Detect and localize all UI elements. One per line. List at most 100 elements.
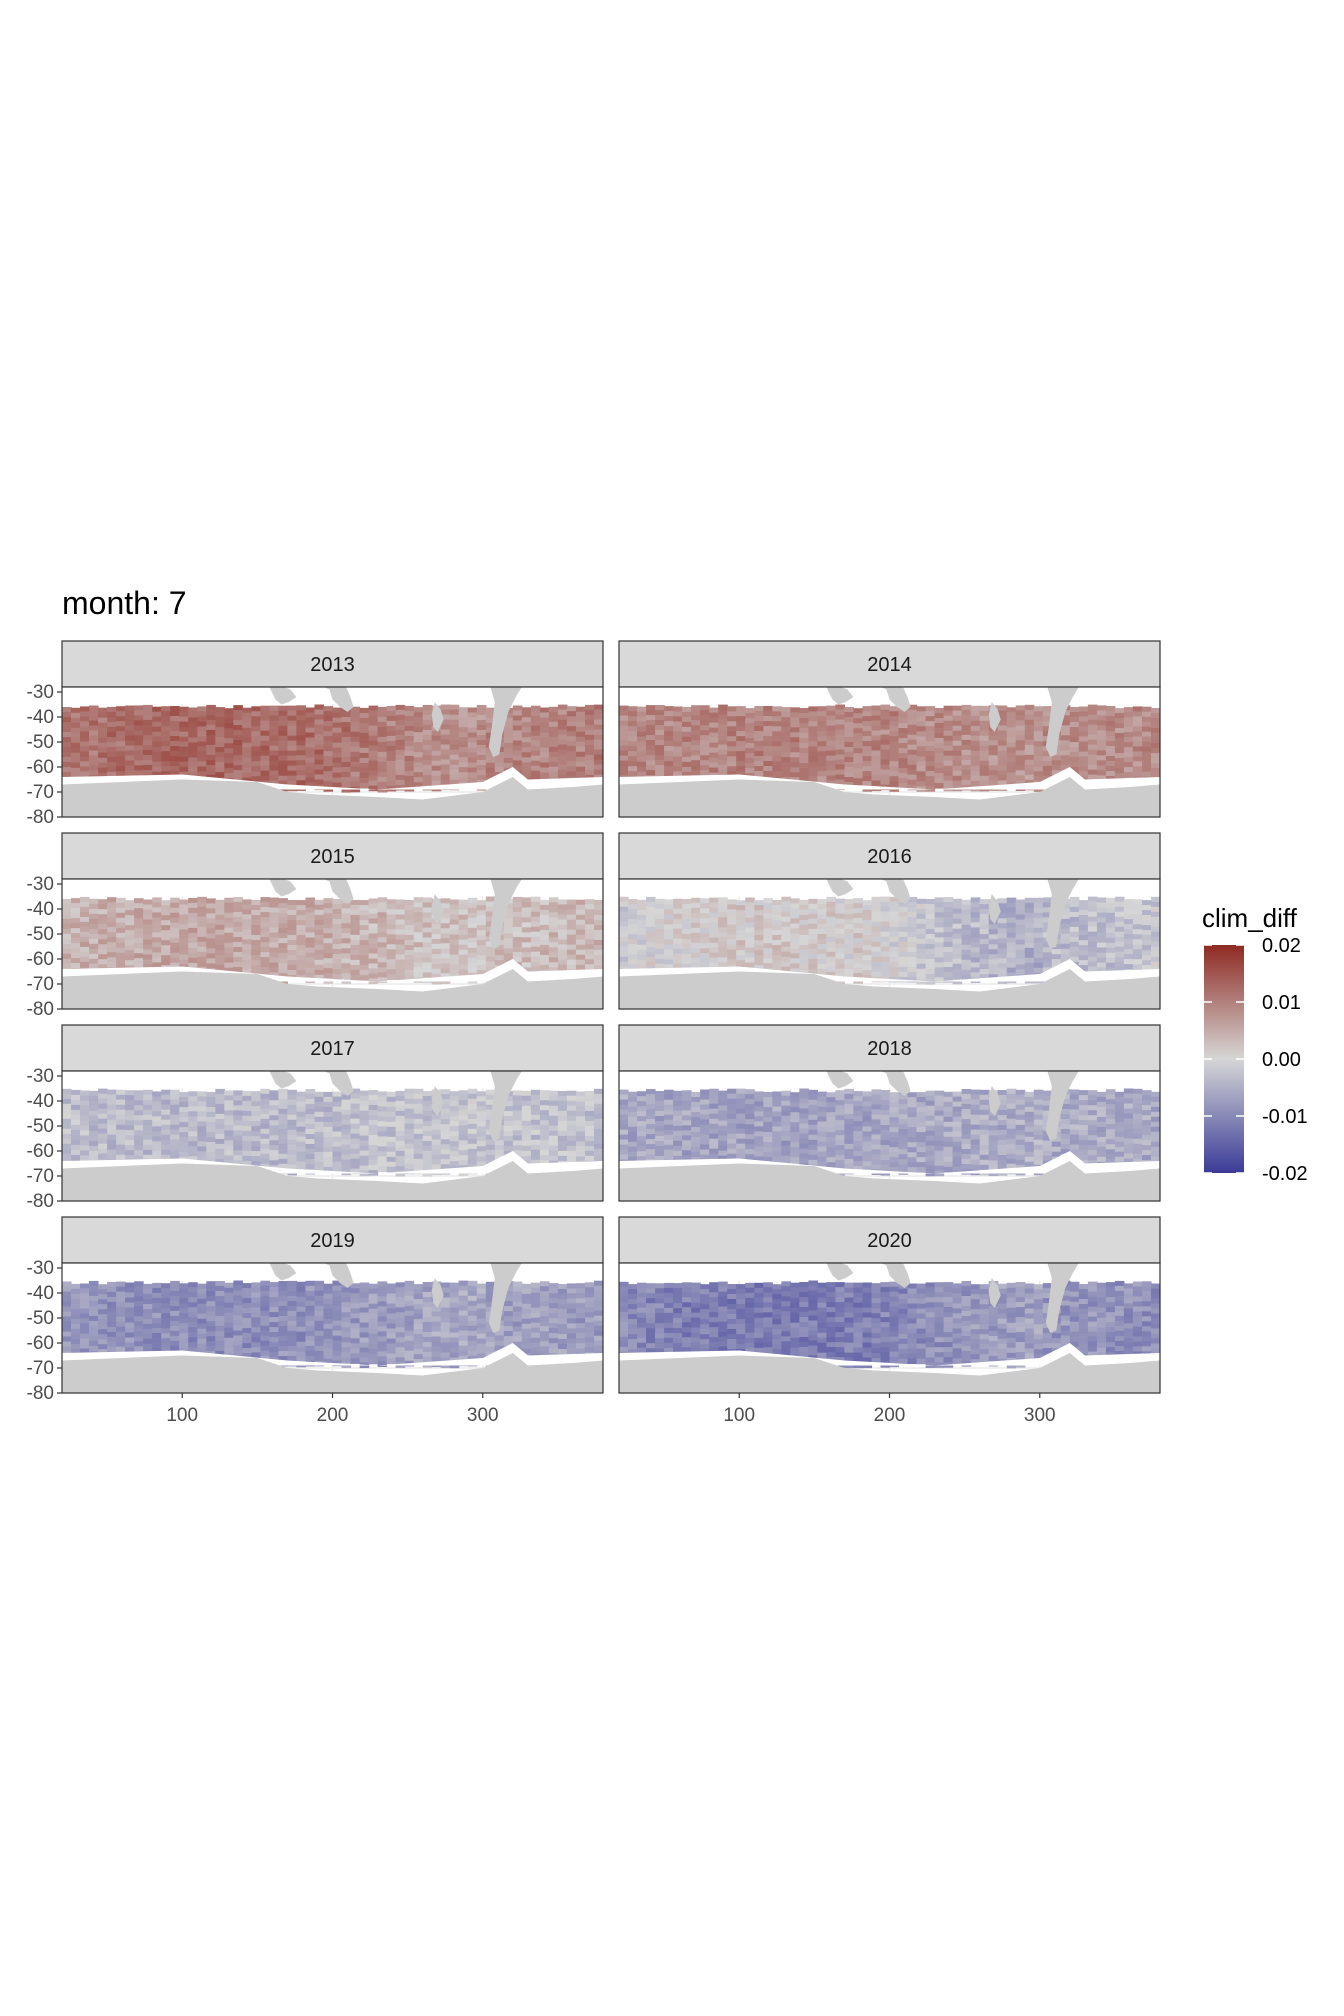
heatmap-cell: [844, 904, 854, 910]
heatmap-cell: [961, 744, 972, 751]
heatmap-cell: [1105, 937, 1116, 944]
heatmap-cell: [799, 708, 809, 714]
heatmap-cell: [458, 752, 469, 758]
heatmap-cell: [673, 766, 683, 773]
heatmap-cell: [98, 949, 108, 955]
heatmap-cell: [521, 902, 532, 908]
heatmap-cell: [71, 737, 81, 744]
heatmap-cell: [530, 730, 541, 737]
heatmap-cell: [269, 740, 279, 747]
heatmap-cell: [80, 931, 90, 938]
heatmap-cell: [413, 767, 424, 773]
heatmap-cell: [368, 938, 379, 945]
heatmap-cell: [781, 707, 791, 713]
heatmap-cell: [781, 727, 791, 733]
heatmap-cell: [727, 944, 737, 950]
heatmap-cell: [566, 959, 577, 966]
heatmap-cell: [1006, 962, 1017, 969]
heatmap-cell: [107, 761, 117, 768]
heatmap-cell: [961, 929, 972, 936]
heatmap-cell: [206, 764, 216, 771]
heatmap-cell: [152, 962, 162, 968]
heatmap-cell: [242, 732, 252, 739]
heatmap-cell: [521, 1120, 532, 1127]
heatmap-cell: [332, 914, 343, 920]
heatmap-cell: [278, 750, 288, 757]
heatmap-cell: [539, 959, 550, 966]
heatmap-cell: [458, 964, 469, 971]
heatmap-cell: [116, 721, 126, 727]
heatmap-cell: [170, 1144, 180, 1151]
heatmap-cell: [350, 899, 361, 906]
heatmap-cell: [745, 708, 755, 714]
heatmap-cell: [395, 709, 406, 716]
heatmap-cell: [826, 715, 836, 722]
heatmap-cell: [763, 938, 773, 944]
heatmap-cell: [332, 767, 343, 774]
heatmap-cell: [844, 969, 854, 975]
heatmap-cell: [979, 770, 990, 777]
heatmap-cell: [404, 780, 415, 787]
heatmap-cell: [215, 1103, 225, 1110]
heatmap-cell: [404, 970, 415, 976]
heatmap-cell: [1096, 902, 1107, 909]
heatmap-cell: [98, 737, 108, 744]
heatmap-cell: [350, 1113, 361, 1120]
heatmap-cell: [233, 942, 243, 948]
heatmap-cell: [71, 747, 81, 754]
heatmap-cell: [745, 912, 755, 919]
heatmap-cell: [997, 735, 1008, 742]
heatmap-cell: [80, 921, 90, 928]
heatmap-cell: [835, 958, 845, 965]
heatmap-cell: [71, 727, 81, 734]
heatmap-cell: [682, 964, 692, 970]
heatmap-cell: [125, 945, 135, 951]
heatmap-cell: [341, 1164, 352, 1171]
heatmap-cell: [826, 725, 836, 732]
heatmap-cell: [754, 761, 764, 767]
heatmap-cell: [467, 912, 478, 919]
heatmap-cell: [62, 762, 72, 768]
heatmap-cell: [1105, 746, 1116, 752]
heatmap-cell: [1142, 721, 1152, 728]
heatmap-cell: [979, 949, 990, 955]
heatmap-cell: [341, 752, 352, 758]
heatmap-cell: [745, 718, 755, 724]
heatmap-cell: [709, 762, 719, 769]
heatmap-cell: [961, 719, 972, 726]
heatmap-cell: [566, 706, 577, 712]
heatmap-cell: [134, 735, 144, 741]
heatmap-cell: [862, 706, 873, 712]
heatmap-cell: [521, 967, 532, 973]
heatmap-cell: [179, 711, 189, 718]
heatmap-cell: [575, 756, 586, 763]
heatmap-cell: [979, 735, 990, 742]
heatmap-cell: [898, 728, 909, 734]
heatmap-cell: [71, 1094, 81, 1101]
heatmap-cell: [449, 769, 460, 776]
heatmap-cell: [71, 1134, 81, 1141]
heatmap-cell: [655, 735, 665, 741]
heatmap-cell: [1087, 921, 1098, 928]
heatmap-cell: [700, 750, 710, 756]
heatmap-cell: [323, 756, 334, 762]
heatmap-cell: [700, 710, 710, 716]
heatmap-cell: [1006, 737, 1017, 743]
heatmap-cell: [1132, 944, 1143, 950]
heatmap-cell: [449, 954, 460, 961]
heatmap-cell: [718, 962, 728, 968]
heatmap-cell: [71, 908, 81, 914]
heatmap-cell: [332, 1101, 343, 1108]
heatmap-cell: [98, 944, 108, 950]
heatmap-cell: [359, 767, 370, 774]
heatmap-cell: [682, 721, 692, 728]
heatmap-cell: [422, 962, 433, 969]
heatmap-cell: [736, 716, 746, 722]
panel-border: [618, 686, 1161, 818]
heatmap-cell: [1006, 752, 1017, 758]
heatmap-cell: [934, 778, 945, 784]
heatmap-cell: [422, 922, 433, 929]
heatmap-cell: [224, 733, 234, 739]
heatmap-cell: [467, 732, 478, 739]
heatmap-cell: [377, 947, 388, 953]
